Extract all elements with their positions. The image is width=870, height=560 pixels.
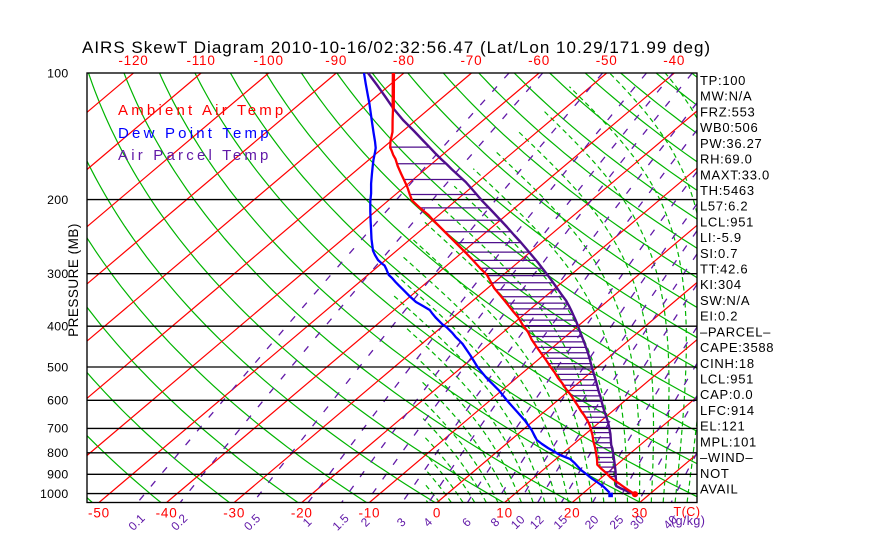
svg-text:800: 800 (47, 446, 68, 460)
svg-text:AVAIL: AVAIL (700, 481, 738, 496)
svg-text:WB0:506: WB0:506 (700, 120, 758, 135)
svg-text:TT:42.6: TT:42.6 (700, 262, 748, 277)
svg-text:SW:N/A: SW:N/A (700, 293, 750, 308)
svg-text:-10: -10 (358, 506, 380, 521)
svg-text:LCL:951: LCL:951 (700, 214, 754, 229)
svg-text:-20: -20 (291, 506, 313, 521)
svg-text:1000: 1000 (40, 487, 69, 501)
svg-text:KI:304: KI:304 (700, 277, 742, 292)
svg-text:20: 20 (564, 506, 581, 521)
svg-text:CAPE:3588: CAPE:3588 (700, 340, 774, 355)
svg-text:400: 400 (47, 320, 68, 334)
svg-text:-100: -100 (254, 53, 284, 68)
svg-text:700: 700 (47, 422, 68, 436)
svg-text:–PARCEL–: –PARCEL– (700, 324, 771, 339)
svg-text:TH:5463: TH:5463 (700, 183, 755, 198)
svg-text:TP:100: TP:100 (700, 73, 746, 88)
svg-text:200: 200 (47, 193, 68, 207)
svg-text:AIRS SkewT Diagram 2010-10-16/: AIRS SkewT Diagram 2010-10-16/02:32:56.4… (82, 38, 711, 57)
svg-text:EL:121: EL:121 (700, 419, 745, 434)
svg-text:-50: -50 (596, 53, 618, 68)
svg-text:SI:0.7: SI:0.7 (700, 246, 738, 261)
svg-text:10: 10 (496, 506, 513, 521)
svg-text:LI:-5.9: LI:-5.9 (700, 230, 742, 245)
svg-text:NOT: NOT (700, 466, 730, 481)
svg-text:MPL:101: MPL:101 (700, 434, 757, 449)
svg-text:-110: -110 (186, 53, 215, 68)
svg-text:MW:N/A: MW:N/A (700, 89, 752, 104)
svg-text:-40: -40 (156, 506, 178, 521)
svg-text:LCL:951: LCL:951 (700, 371, 754, 386)
svg-text:Air Parcel Temp: Air Parcel Temp (118, 147, 272, 164)
svg-text:RH:69.0: RH:69.0 (700, 152, 753, 167)
svg-text:–WIND–: –WIND– (700, 450, 753, 465)
svg-text:T(C): T(C) (674, 505, 701, 519)
svg-text:EI:0.2: EI:0.2 (700, 309, 738, 324)
svg-text:-80: -80 (393, 53, 415, 68)
svg-text:-40: -40 (663, 53, 685, 68)
svg-text:Ambient Air Temp: Ambient Air Temp (118, 102, 286, 119)
svg-text:-60: -60 (528, 53, 550, 68)
svg-text:(g/kg): (g/kg) (671, 514, 705, 528)
svg-text:L57:6.2: L57:6.2 (700, 199, 748, 214)
svg-text:Dew Point Temp: Dew Point Temp (118, 125, 272, 142)
svg-text:FRZ:553: FRZ:553 (700, 104, 755, 119)
svg-text:LFC:914: LFC:914 (700, 403, 755, 418)
svg-text:-90: -90 (325, 53, 347, 68)
svg-text:CAP:0.0: CAP:0.0 (700, 387, 753, 402)
svg-text:PRESSURE (MB): PRESSURE (MB) (66, 223, 81, 337)
svg-text:-70: -70 (461, 53, 483, 68)
svg-text:600: 600 (47, 394, 68, 408)
svg-text:900: 900 (47, 468, 68, 482)
svg-text:100: 100 (47, 66, 68, 80)
svg-text:0: 0 (433, 506, 441, 521)
svg-text:-30: -30 (223, 506, 245, 521)
svg-text:300: 300 (47, 267, 68, 281)
svg-text:30: 30 (631, 506, 648, 521)
svg-text:-120: -120 (118, 53, 148, 68)
svg-text:MAXT:33.0: MAXT:33.0 (700, 167, 770, 182)
svg-text:-50: -50 (88, 506, 110, 521)
svg-text:CINH:18: CINH:18 (700, 356, 755, 371)
svg-text:PW:36.27: PW:36.27 (700, 136, 762, 151)
svg-text:500: 500 (47, 360, 68, 374)
